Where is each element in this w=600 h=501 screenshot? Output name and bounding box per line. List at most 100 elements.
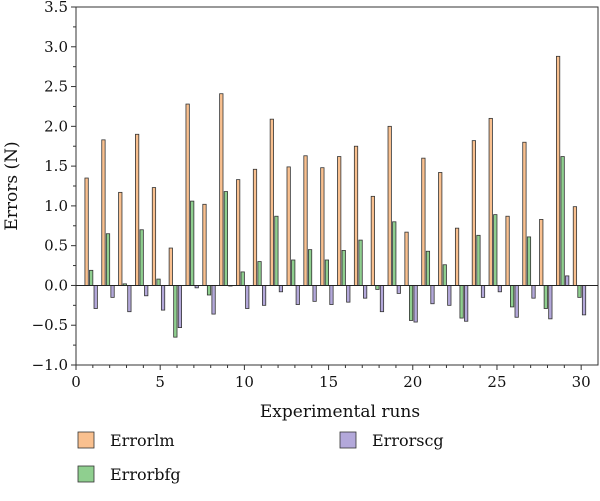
bar-errorlm-run-4: [135, 133, 140, 286]
y-tick-label: 0.5: [44, 237, 68, 255]
bar-errorscg-run-14: [312, 285, 317, 302]
bar-errorscg-run-22: [447, 285, 452, 306]
bar-errorlm-run-25: [488, 117, 493, 286]
x-tick-label: 15: [319, 373, 338, 391]
bar-errorbfg-run-21: [425, 250, 431, 286]
bar-errorscg-run-8: [211, 285, 216, 315]
x-tick-label: 30: [572, 373, 591, 391]
bar-errorlm-run-9: [219, 93, 224, 286]
bar-errorscg-run-29: [565, 275, 570, 286]
bar-errorbfg-run-26: [510, 285, 515, 308]
bar-errorlm-run-19: [387, 125, 392, 286]
bar-errorbfg-run-15: [324, 259, 329, 286]
y-axis: −1.0 −0.5 0.0 0.5 1.0 1.5 2.0 2.5 3.0 3.5: [32, 0, 76, 374]
bar-errorbfg-run-23: [459, 285, 464, 319]
bar-errorlm-run-13: [286, 166, 291, 286]
bar-errorlm-run-1: [84, 177, 89, 286]
bar-errorscg-run-23: [464, 285, 469, 322]
y-axis-title: Errors (N): [2, 141, 22, 230]
bar-errorscg-run-12: [278, 285, 284, 293]
bar-errorscg-run-20: [413, 285, 418, 323]
bar-errorbfg-run-10: [240, 271, 245, 286]
x-tick-label: 0: [71, 373, 81, 391]
legend-swatch-errorscg: [339, 431, 357, 449]
bar-errorlm-run-23: [454, 227, 460, 286]
y-tick-label: 0.0: [44, 276, 68, 294]
bar-errorbfg-run-27: [526, 236, 532, 286]
bar-errorlm-run-20: [404, 231, 409, 286]
bar-errorscg-run-10: [245, 285, 250, 309]
bar-errorbfg-run-22: [442, 264, 447, 286]
bar-errorlm-run-7: [185, 103, 190, 286]
bar-errorscg-run-11: [261, 285, 267, 306]
bar-errorbfg-run-2: [105, 233, 111, 286]
bar-errorlm-run-3: [118, 191, 123, 286]
bar-errorbfg-run-29: [560, 156, 565, 286]
bar-errorlm-run-15: [320, 167, 325, 286]
bar-errorbfg-run-17: [358, 239, 363, 286]
bar-errorlm-run-11: [252, 168, 258, 286]
bar-errorbfg-run-24: [476, 234, 481, 286]
bar-errorbfg-run-20: [409, 285, 414, 321]
bar-errorlm-run-21: [421, 157, 426, 286]
bar-errorlm-run-14: [303, 155, 308, 286]
bar-errorscg-run-25: [497, 285, 502, 293]
legend-swatch-errorbfg: [77, 465, 95, 483]
bar-errorbfg-run-6: [173, 285, 178, 338]
bar-errorbfg-run-11: [257, 261, 262, 286]
bar-errorlm-run-29: [556, 55, 561, 286]
bar-errorbfg-run-1: [89, 269, 94, 286]
bar-errorlm-run-26: [505, 215, 510, 286]
bar-errorscg-run-3: [127, 285, 132, 313]
bar-errorscg-run-16: [346, 285, 351, 303]
plot-area: [75, 6, 599, 366]
bar-errorlm-run-12: [269, 118, 274, 286]
bar-errorscg-run-30: [581, 285, 587, 316]
y-tick-label: 1.5: [44, 157, 68, 175]
x-tick-label: 10: [235, 373, 254, 391]
bar-errorlm-run-10: [236, 179, 241, 286]
bar-errorlm-run-17: [353, 145, 359, 286]
bar-errorscg-run-13: [295, 285, 300, 305]
bar-errorbfg-run-8: [206, 285, 212, 296]
bar-errorlm-run-5: [151, 187, 157, 286]
bar-errorlm-run-28: [539, 219, 544, 286]
bar-errorbfg-run-19: [392, 221, 397, 286]
bar-errorscg-run-5: [160, 285, 166, 311]
y-tick-label: 3.5: [44, 0, 68, 16]
y-tick-label: 2.0: [44, 117, 68, 135]
bar-errorscg-run-26: [514, 285, 519, 318]
bar-errorbfg-run-9: [223, 191, 228, 286]
bar-errorlm-run-8: [202, 203, 207, 286]
bar-errorscg-run-21: [430, 285, 435, 305]
bar-errorbfg-run-16: [341, 250, 346, 286]
bar-errorscg-run-27: [531, 285, 536, 299]
bar-errorlm-run-16: [337, 156, 342, 286]
x-axis-title: Experimental runs: [260, 402, 420, 422]
bar-errorlm-run-27: [522, 141, 527, 286]
bar-errorscg-run-15: [329, 285, 334, 305]
bar-errorbfg-run-14: [307, 249, 313, 286]
bar-errorbfg-run-28: [543, 285, 548, 309]
bar-errorscg-run-4: [144, 285, 149, 297]
bar-errorbfg-run-25: [493, 214, 498, 286]
legend-label-errorscg: Errorscg: [372, 431, 444, 450]
bar-errorlm-run-24: [471, 140, 476, 286]
bar-errorlm-run-2: [101, 139, 106, 286]
bar-errorlm-run-6: [168, 247, 173, 286]
bar-errorlm-run-18: [370, 195, 375, 286]
y-tick-label: 2.5: [44, 78, 68, 96]
y-tick-label: 3.0: [44, 38, 68, 56]
bar-errorscg-run-28: [548, 285, 553, 320]
bar-errorbfg-run-12: [274, 215, 279, 286]
legend-swatch-errorlm: [77, 431, 95, 449]
bar-errorscg-run-19: [396, 285, 401, 294]
x-tick-label: 20: [403, 373, 422, 391]
y-tick-label: −0.5: [32, 316, 68, 334]
bar-errorscg-run-6: [177, 285, 182, 329]
bar-errorscg-run-1: [93, 285, 98, 309]
bar-errorscg-run-17: [363, 285, 368, 299]
bar-errorbfg-run-5: [156, 278, 161, 286]
bar-errorbfg-run-4: [139, 229, 144, 286]
